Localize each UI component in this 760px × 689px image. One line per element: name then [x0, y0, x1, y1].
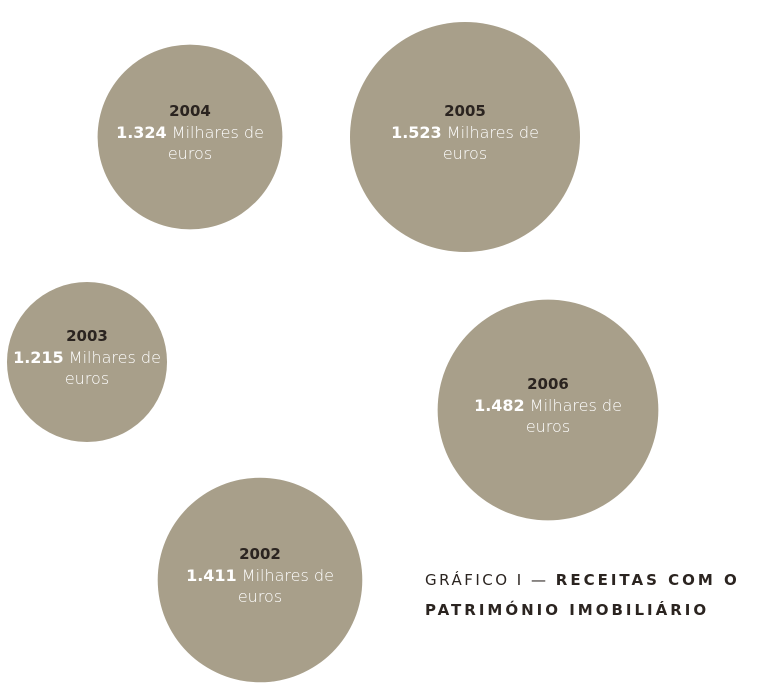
value-label: 1.523 [391, 123, 442, 142]
bubble-label: 2005 1.523 Milhares de euros [390, 101, 540, 164]
unit: Milhares de euros [64, 348, 161, 388]
unit: Milhares de euros [167, 123, 264, 163]
year: 2004 [169, 102, 211, 120]
unit: Milhares de euros [237, 566, 334, 606]
bubble [349, 21, 581, 253]
value-label: 1.215 [13, 348, 64, 367]
bubble-label: 2002 1.411 Milhares de euros [185, 544, 335, 607]
bubble [157, 477, 363, 683]
bubble-label: 2004 1.324 Milhares de euros [115, 101, 265, 164]
year: 2003 [66, 327, 108, 345]
bubble [437, 299, 659, 521]
bubble-label: 2003 1.215 Milhares de euros [12, 326, 162, 389]
title-prefix: GRÁFICO I — [425, 571, 549, 589]
year: 2006 [527, 375, 569, 393]
bubble [97, 44, 283, 230]
value-label: 1.482 [474, 396, 525, 415]
bubble [6, 281, 168, 443]
unit: Milhares de euros [442, 123, 539, 163]
bubble-label: 2006 1.482 Milhares de euros [473, 374, 623, 437]
value-label: 1.411 [186, 566, 237, 585]
year: 2002 [239, 545, 281, 563]
year: 2005 [444, 102, 486, 120]
value-label: 1.324 [116, 123, 167, 142]
chart-title: GRÁFICO I — RECEITAS COM O PATRIMÓNIO IM… [425, 565, 755, 625]
unit: Milhares de euros [525, 396, 622, 436]
title-main: RECEITAS COM O PATRIMÓNIO IMOBILIÁRIO [425, 571, 740, 619]
